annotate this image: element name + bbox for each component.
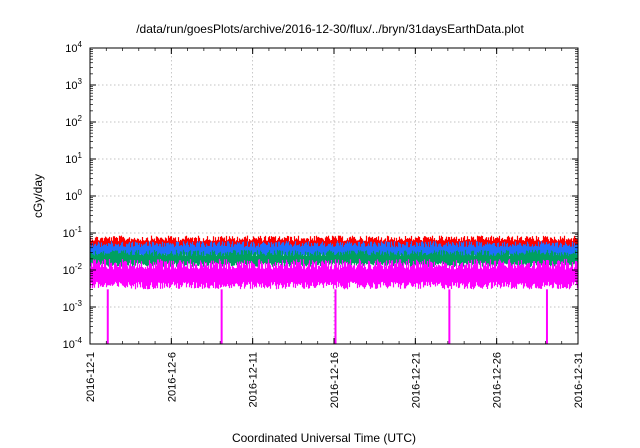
x-tick-label: 2016-12-26: [492, 352, 504, 408]
x-axis-ticks: 2016-12-1 2016-12-6 2016-12-11 2016-12-16 20…: [85, 48, 585, 408]
chart-title: /data/run/goesPlots/archive/2016-12-30/f…: [136, 22, 524, 36]
x-tick-label: 2016-12-1: [85, 352, 97, 402]
dropout-spikes: [106, 289, 548, 344]
series-layer: [89, 235, 579, 290]
x-tick-label: 2016-12-6: [166, 352, 178, 402]
y-axis-label: cGy/day: [31, 174, 45, 218]
y-tick-label: 10-3: [63, 299, 83, 314]
x-tick-label: 2016-12-11: [248, 352, 260, 407]
y-tick-label: 103: [65, 77, 82, 92]
x-tick-label: 2016-12-21: [410, 352, 422, 408]
y-tick-label: 10-1: [63, 225, 83, 240]
grid-lines: [89, 47, 579, 345]
x-tick-label: 2016-12-16: [329, 352, 341, 408]
y-tick-label: 100: [65, 188, 82, 203]
y-tick-label: 10-4: [63, 336, 83, 351]
y-tick-label: 102: [65, 114, 82, 129]
y-axis-ticks: 10-4 10-3 10-2 10-1 100 101 102 103 104: [63, 40, 578, 351]
y-tick-label: 101: [65, 151, 82, 166]
x-axis-label: Coordinated Universal Time (UTC): [232, 431, 416, 445]
y-tick-label: 10-2: [63, 262, 83, 277]
y-tick-label: 104: [65, 40, 82, 55]
x-tick-label: 2016-12-31: [573, 352, 585, 408]
